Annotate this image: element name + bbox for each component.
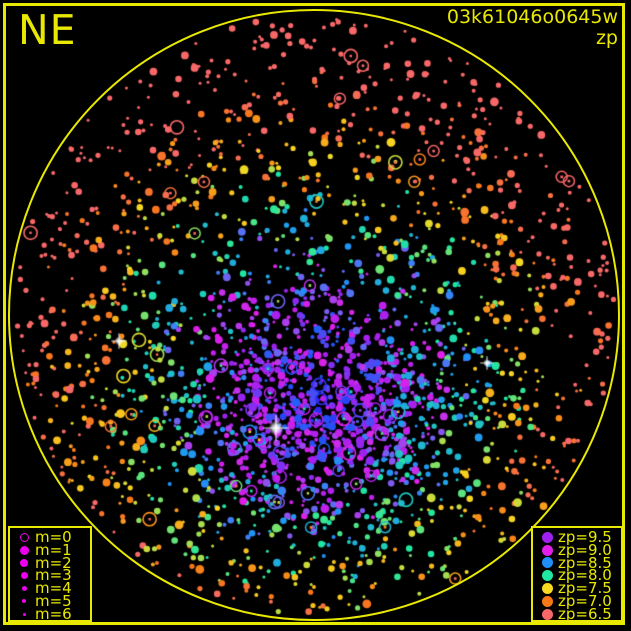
image-id-text: 03k61046o0645w xyxy=(446,6,618,28)
magnitude-marker-icon xyxy=(14,582,34,595)
quantity-label-text: zp xyxy=(595,27,618,49)
zp-color-swatch-icon xyxy=(537,544,557,557)
zp-legend-row: zp=9.5 xyxy=(537,527,616,546)
magnitude-marker-icon xyxy=(14,608,34,621)
magnitude-legend-label: m=3 xyxy=(35,566,72,585)
image-id-block: 03k61046o0645w zp xyxy=(447,7,618,49)
magnitude-legend-label: m=4 xyxy=(35,579,72,598)
zp-color-swatch-icon xyxy=(537,582,557,595)
magnitude-marker-icon xyxy=(14,595,34,608)
zp-color-swatch-icon xyxy=(537,608,557,621)
zp-legend-row: zp=9.0 xyxy=(537,540,616,559)
magnitude-marker-icon xyxy=(14,569,34,582)
zp-legend-label: zp=7.0 xyxy=(558,591,612,610)
magnitude-legend-label: m=1 xyxy=(35,540,72,559)
direction-label: NE xyxy=(18,6,77,54)
zp-legend-row: zp=7.5 xyxy=(537,579,616,598)
magnitude-legend-row: m=2 xyxy=(14,553,85,572)
magnitude-legend-row: m=6 xyxy=(14,604,85,623)
magnitude-marker-icon xyxy=(14,557,34,570)
zp-color-swatch-icon xyxy=(537,595,557,608)
magnitude-legend-row: m=3 xyxy=(14,566,85,585)
zp-legend-label: zp=9.0 xyxy=(558,540,612,559)
magnitude-legend-label: m=0 xyxy=(35,527,72,546)
magnitude-legend-row: m=4 xyxy=(14,579,85,598)
magnitude-legend-row: m=1 xyxy=(14,540,85,559)
zp-legend-label: zp=8.0 xyxy=(558,566,612,585)
zp-legend-label: zp=8.5 xyxy=(558,553,612,572)
magnitude-marker-icon xyxy=(14,531,34,544)
zp-color-swatch-icon xyxy=(537,569,557,582)
zp-legend: zp=9.5 zp=9.0 zp=8.5 zp=8.0 zp=7.5 zp=7.0 zp=6… xyxy=(531,526,623,622)
zp-legend-row: zp=8.0 xyxy=(537,566,616,585)
zp-legend-row: zp=8.5 xyxy=(537,553,616,572)
magnitude-legend-row: m=5 xyxy=(14,591,85,610)
zp-legend-label: zp=9.5 xyxy=(558,527,612,546)
magnitude-legend-label: m=2 xyxy=(35,553,72,572)
magnitude-legend: m=0 m=1 m=2 m=3 m=4 m=5 m=6 xyxy=(8,526,92,622)
zp-legend-row: zp=6.5 xyxy=(537,604,616,623)
magnitude-legend-label: m=6 xyxy=(35,604,72,623)
zp-color-swatch-icon xyxy=(537,557,557,570)
zp-color-swatch-icon xyxy=(537,531,557,544)
zp-legend-row: zp=7.0 xyxy=(537,591,616,610)
zp-legend-label: zp=7.5 xyxy=(558,579,612,598)
magnitude-legend-row: m=0 xyxy=(14,527,85,546)
magnitude-legend-label: m=5 xyxy=(35,591,72,610)
magnitude-marker-icon xyxy=(14,544,34,557)
zp-legend-label: zp=6.5 xyxy=(558,604,612,623)
